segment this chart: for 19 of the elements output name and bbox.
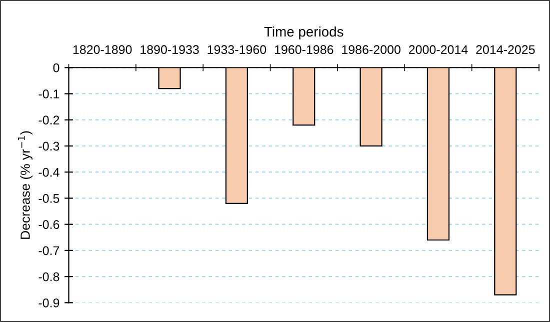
y-tick-label: -0.5 xyxy=(38,194,60,203)
y-tick-label: -0.7 xyxy=(38,246,60,256)
x-axis-title: Time periods xyxy=(264,26,344,40)
y-tick-label: -0.3 xyxy=(38,142,60,151)
y-tick-label: -0.6 xyxy=(38,220,60,229)
y-tick-label: -0.4 xyxy=(38,168,60,177)
x-tick-label: 1890-1933 xyxy=(140,45,199,54)
y-tick-label: -0.2 xyxy=(38,116,60,125)
x-tick-label: 2014-2025 xyxy=(476,45,535,54)
x-tick-label: 1986-2000 xyxy=(342,45,400,54)
x-tick-label: 2000-2014 xyxy=(408,45,468,54)
y-axis-title: Decrease (% yr$^{−1}$) xyxy=(18,131,33,239)
x-tick-label: 1933-1960 xyxy=(208,45,266,54)
y-tick-label: -0.1 xyxy=(38,90,60,98)
x-tick-label: 1960-1986 xyxy=(274,45,334,54)
y-tick-label: -0.9 xyxy=(38,298,60,308)
y-tick-label: 0 xyxy=(53,63,60,72)
x-tick-label: 1820-1890 xyxy=(73,45,132,54)
y-tick-label: -0.8 xyxy=(38,272,60,282)
